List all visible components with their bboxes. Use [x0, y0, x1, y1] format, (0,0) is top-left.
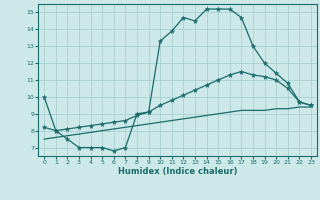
X-axis label: Humidex (Indice chaleur): Humidex (Indice chaleur): [118, 167, 237, 176]
